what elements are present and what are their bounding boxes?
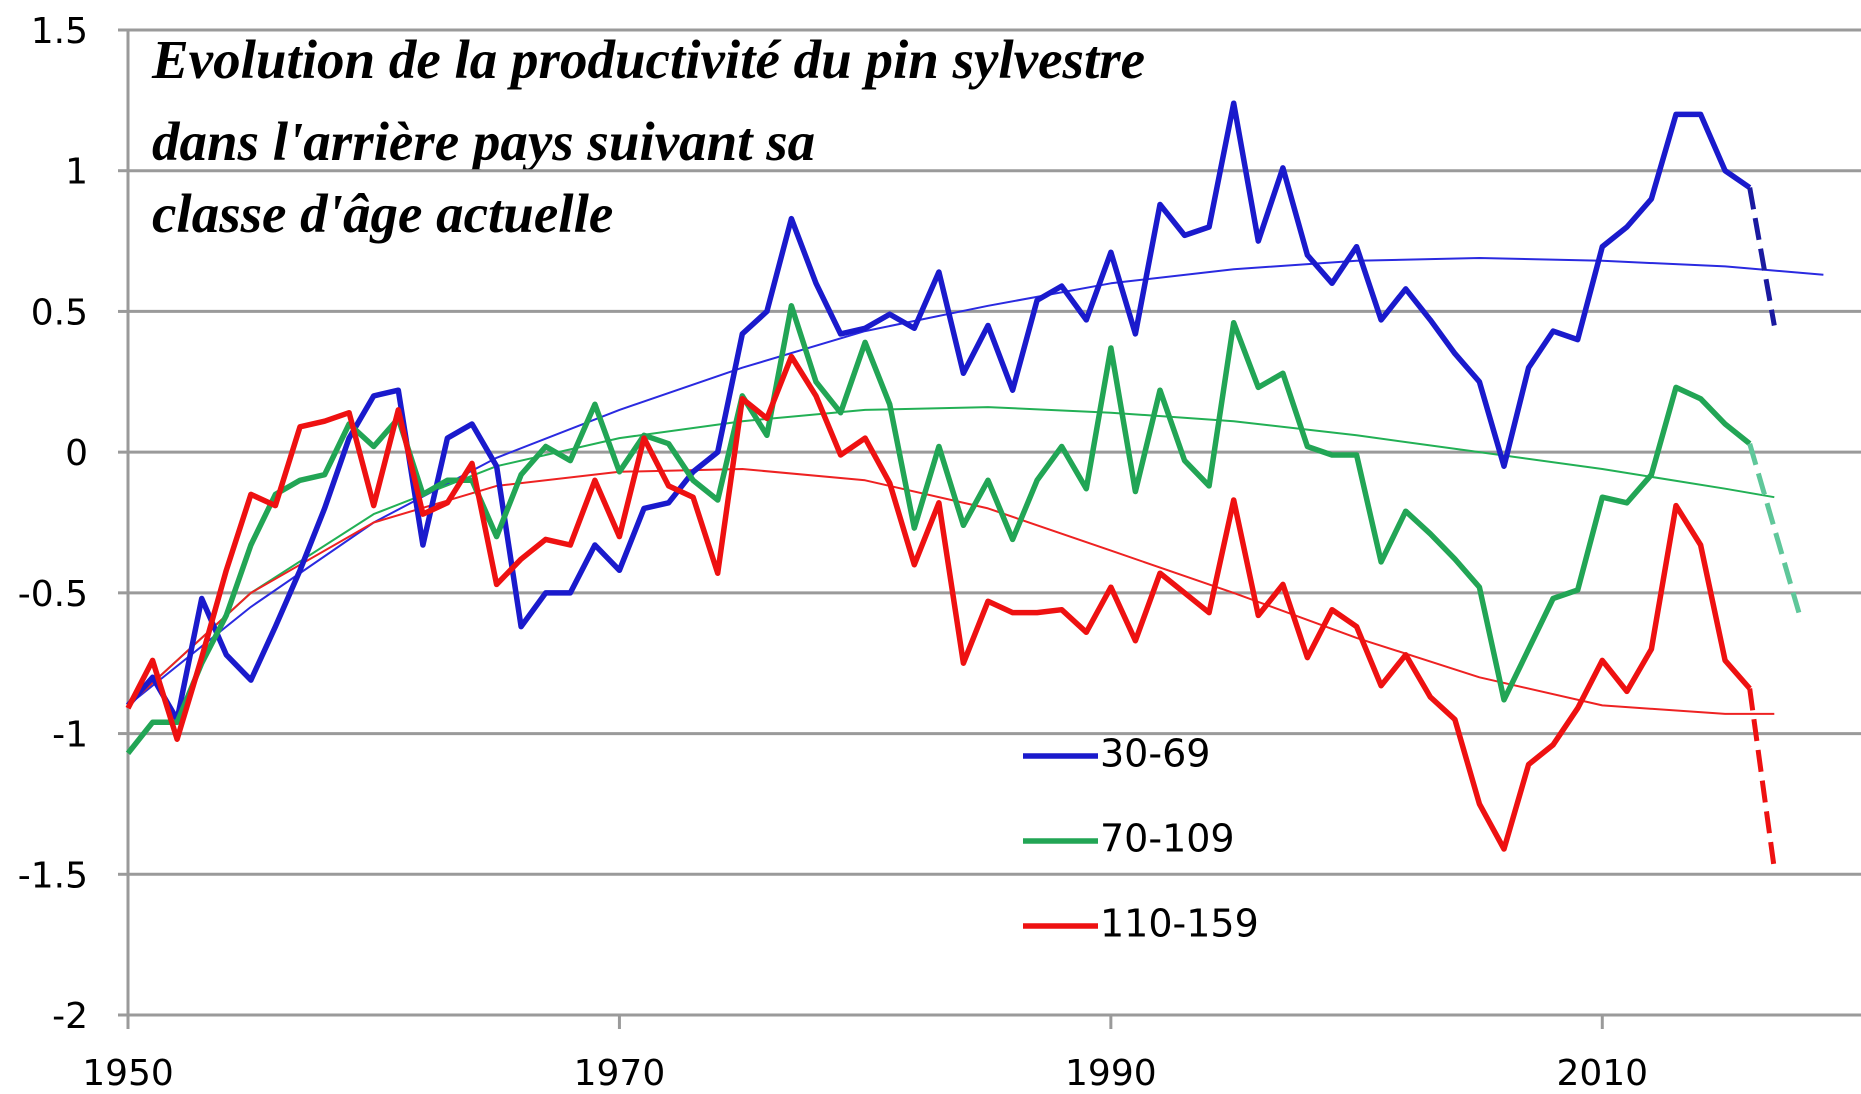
y-tick-label: -0.5 xyxy=(18,574,88,615)
y-tick-label: 1 xyxy=(65,152,88,193)
data-line xyxy=(125,303,1752,756)
x-tick-label: 1990 xyxy=(1065,1053,1157,1094)
y-tick-label: 1.5 xyxy=(31,11,88,52)
projection-line xyxy=(1747,443,1802,614)
y-tick-label: -1 xyxy=(52,715,88,756)
chart-title: Evolution de la productivité du pin sylv… xyxy=(151,29,1145,90)
x-tick-label: 2010 xyxy=(1556,1053,1648,1094)
x-tick-label: 1950 xyxy=(82,1053,174,1094)
legend-label: 110-159 xyxy=(1100,902,1259,946)
x-tick-label: 1970 xyxy=(574,1053,666,1094)
chart-title: classe d'âge actuelle xyxy=(152,183,613,244)
y-tick-label: -1.5 xyxy=(18,855,88,896)
projection-line xyxy=(1747,688,1777,870)
y-tick-label: 0.5 xyxy=(31,292,88,333)
legend-label: 30-69 xyxy=(1100,732,1210,776)
y-tick-label: 0 xyxy=(65,433,88,474)
chart-title: dans l'arrière pays suivant sa xyxy=(152,111,815,172)
projection-line xyxy=(1747,187,1777,326)
data-line xyxy=(125,100,1752,723)
y-tick-label: -2 xyxy=(52,996,88,1037)
data-line xyxy=(125,353,1752,852)
legend-label: 70-109 xyxy=(1100,817,1235,861)
